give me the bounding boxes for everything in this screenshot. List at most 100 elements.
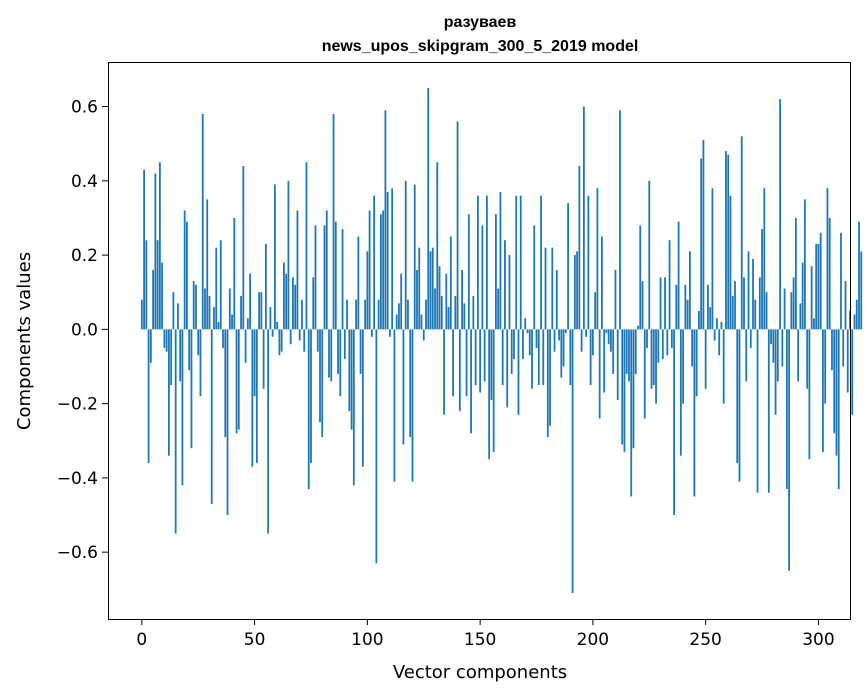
bar-98 — [361, 329, 364, 467]
bar-192 — [573, 255, 576, 330]
bar-85 — [332, 113, 335, 330]
bar-68 — [294, 284, 297, 330]
bar-289 — [792, 277, 795, 330]
bar-3 — [147, 329, 150, 464]
bar-104 — [375, 329, 378, 564]
bar-227 — [652, 329, 655, 386]
bar-271 — [752, 258, 754, 330]
bar-165 — [513, 329, 515, 360]
bar-115 — [400, 273, 403, 330]
bar-96 — [357, 236, 360, 330]
bar-177 — [540, 195, 542, 330]
bar-59 — [273, 184, 276, 330]
bar-176 — [537, 329, 540, 386]
bar-13 — [170, 329, 173, 386]
bar-199 — [589, 329, 592, 386]
bar-2 — [145, 240, 148, 330]
bar-287 — [788, 329, 790, 571]
bar-285 — [783, 288, 786, 330]
bar-123 — [418, 247, 421, 330]
bar-242 — [686, 299, 689, 330]
bar-291 — [797, 329, 800, 382]
bar-86 — [334, 221, 337, 330]
bar-119 — [409, 329, 412, 438]
y-axis-label: Components values — [14, 252, 35, 430]
bar-213 — [621, 329, 624, 445]
bar-203 — [598, 329, 601, 419]
bar-183 — [553, 329, 556, 352]
bar-45 — [242, 165, 245, 330]
bar-261 — [729, 195, 732, 330]
bar-40 — [231, 314, 233, 330]
bar-46 — [244, 329, 247, 363]
bar-209 — [612, 329, 615, 374]
bar-125 — [422, 329, 425, 341]
bar-62 — [280, 329, 283, 352]
bar-268 — [745, 329, 748, 382]
bar-228 — [655, 329, 657, 404]
bar-263 — [734, 281, 736, 330]
bar-171 — [526, 329, 529, 334]
bar-211 — [616, 329, 619, 400]
x-axis-ticks: 0 50 100 150 200 250 300 — [136, 619, 835, 650]
bar-134 — [443, 329, 445, 415]
y-tick-label: 0.2 — [71, 246, 98, 266]
bar-136 — [447, 307, 450, 330]
bar-277 — [765, 292, 768, 330]
bar-82 — [325, 210, 328, 330]
bar-95 — [355, 299, 357, 330]
bar-168 — [519, 195, 522, 330]
bar-295 — [806, 329, 809, 389]
bar-34 — [217, 321, 220, 330]
bar-89 — [341, 229, 344, 330]
bar-253 — [711, 188, 714, 330]
bar-220 — [637, 325, 639, 330]
bar-319 — [860, 251, 863, 330]
bar-64 — [285, 273, 288, 330]
bar-0 — [140, 299, 143, 330]
x-tick-label: 250 — [689, 630, 721, 650]
bar-147 — [472, 295, 475, 330]
bar-286 — [785, 329, 788, 490]
y-tick-label: 0.4 — [71, 172, 98, 192]
bar-55 — [264, 243, 267, 330]
bar-167 — [517, 329, 520, 415]
bar-197 — [585, 329, 588, 337]
bar-83 — [328, 329, 330, 378]
bar-278 — [767, 329, 770, 493]
bar-50 — [253, 329, 256, 397]
bar-240 — [682, 329, 684, 404]
bar-302 — [822, 329, 824, 452]
bar-7 — [156, 240, 159, 330]
bar-281 — [774, 329, 777, 415]
bar-299 — [815, 243, 818, 330]
bar-221 — [639, 225, 642, 330]
bar-122 — [416, 269, 418, 330]
bar-187 — [562, 329, 565, 367]
bar-232 — [664, 277, 666, 330]
bar-260 — [727, 154, 730, 330]
bar-212 — [619, 110, 621, 330]
bar-60 — [276, 321, 279, 330]
bar-22 — [190, 329, 193, 449]
bar-41 — [233, 217, 236, 330]
bar-33 — [215, 247, 218, 330]
bar-236 — [673, 329, 675, 516]
bar-181 — [549, 329, 551, 426]
bar-202 — [596, 188, 599, 330]
bar-94 — [352, 329, 355, 486]
bar-172 — [528, 329, 531, 356]
bar-69 — [296, 210, 299, 330]
bar-293 — [801, 262, 804, 330]
bar-74 — [307, 329, 310, 490]
bar-223 — [643, 329, 646, 419]
bar-28 — [204, 288, 206, 330]
bar-146 — [470, 329, 472, 434]
bar-18 — [181, 329, 184, 486]
bar-214 — [623, 329, 626, 452]
bar-79 — [319, 329, 321, 423]
bar-301 — [819, 232, 822, 330]
bar-149 — [476, 195, 479, 330]
bar-219 — [634, 329, 637, 374]
bar-100 — [366, 251, 369, 330]
